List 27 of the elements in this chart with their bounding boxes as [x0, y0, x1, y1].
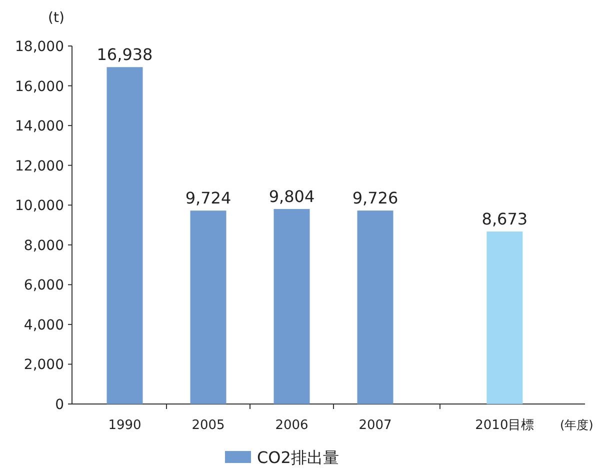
data-label: 9,726 [352, 188, 398, 208]
bar [190, 210, 226, 404]
y-axis-title: (t) [48, 10, 64, 26]
x-tick-label: 1990 [108, 418, 142, 433]
data-label: 16,938 [96, 45, 153, 64]
y-tick-label: 14,000 [15, 118, 64, 135]
x-tick-label: 2007 [358, 418, 392, 433]
y-tick-label: 6,000 [24, 278, 64, 294]
bar [357, 210, 394, 404]
data-label: 9,804 [268, 187, 315, 206]
x-tick-label: 2005 [192, 418, 225, 433]
y-tick-label: 16,000 [15, 78, 64, 95]
y-tick-label: 4,000 [24, 317, 64, 334]
y-tick-label: 18,000 [15, 39, 64, 55]
data-label: 8,673 [482, 210, 528, 229]
x-tick-label: 2006 [275, 418, 308, 433]
x-tick-label: 2010目標 [475, 418, 534, 433]
data-label: 9,724 [185, 188, 232, 208]
legend-label: CO2排出量 [257, 448, 339, 467]
y-tick-label: 2,000 [24, 357, 64, 374]
x-axis-title: (年度) [560, 418, 594, 432]
y-tick-label: 8,000 [24, 238, 64, 254]
bar [106, 67, 143, 404]
y-tick-label: 10,000 [15, 198, 64, 214]
y-tick-label: 12,000 [15, 158, 64, 174]
y-tick-label: 0 [55, 397, 64, 413]
bar [274, 209, 310, 404]
